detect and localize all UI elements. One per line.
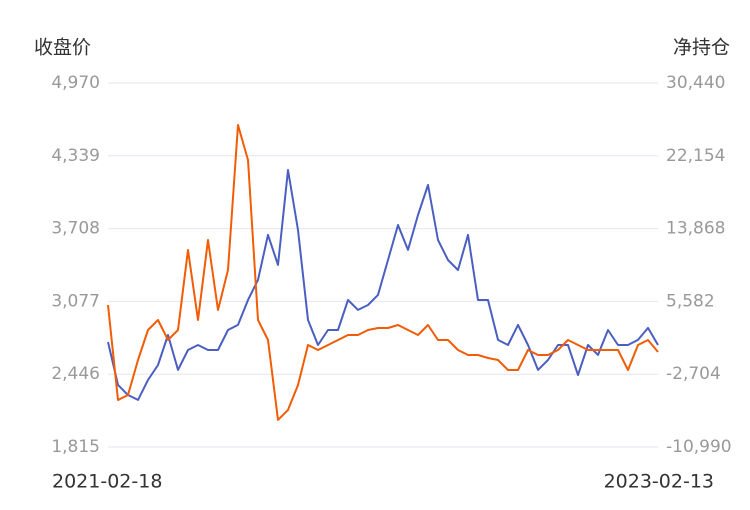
- y2-tick-label: -2,704: [666, 364, 721, 384]
- y2-tick-label: 22,154: [666, 146, 725, 166]
- series-line: [107, 169, 659, 401]
- y-tick-label: 3,708: [51, 219, 100, 239]
- y-tick-label: 4,970: [51, 73, 100, 93]
- series-line: [107, 124, 659, 421]
- y-tick-label: 3,077: [51, 291, 100, 311]
- x-tick-label: 2023-02-13: [604, 471, 714, 493]
- y-tick-label: 2,446: [51, 364, 100, 384]
- y-tick-label: 1,815: [51, 437, 100, 457]
- y2-tick-label: 13,868: [666, 219, 725, 239]
- y2-axis-title: 净持仓: [673, 37, 730, 59]
- y2-tick-label: 5,582: [666, 291, 715, 311]
- y2-tick-label: 30,440: [666, 73, 725, 93]
- y-axis-title: 收盘价: [34, 37, 91, 59]
- x-tick-label: 2021-02-18: [52, 471, 162, 493]
- y-tick-label: 4,339: [51, 146, 100, 166]
- y2-tick-label: -10,990: [666, 437, 732, 457]
